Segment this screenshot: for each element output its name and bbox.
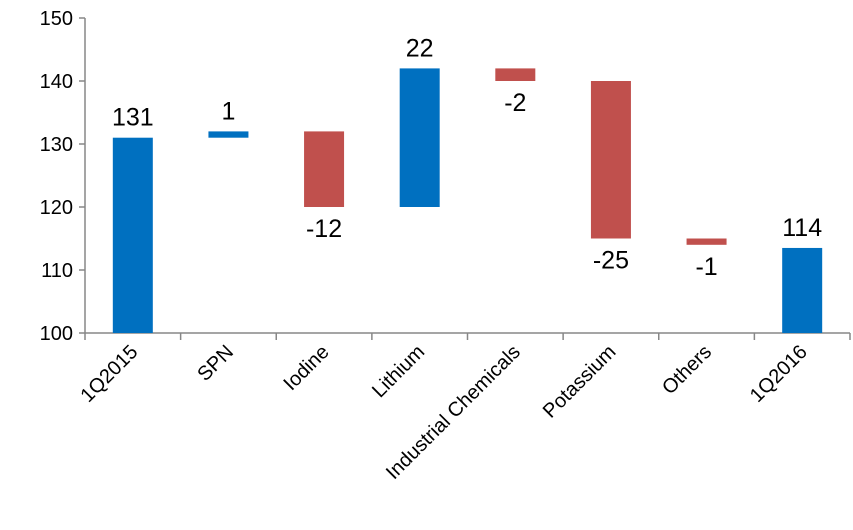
- bar-increase: [208, 131, 249, 138]
- x-tick-label: 1Q2016: [746, 341, 812, 407]
- data-label: -1: [695, 253, 717, 281]
- bar-decrease: [495, 68, 536, 81]
- data-label: -12: [306, 215, 342, 243]
- x-tick-label: Lithium: [368, 341, 429, 402]
- bar-total: [782, 247, 823, 333]
- data-label: -25: [593, 247, 629, 275]
- y-tick-label: 130: [40, 134, 73, 156]
- y-tick-label: 110: [41, 260, 73, 282]
- x-tick-label: Potassium: [539, 341, 621, 423]
- y-axis: 100 110 120 130 140 150: [40, 8, 86, 345]
- x-tick-label: Others: [658, 341, 716, 399]
- data-label: 131: [112, 104, 154, 132]
- x-tick-label: Iodine: [280, 341, 334, 395]
- y-tick-label: 140: [40, 71, 73, 93]
- bar-decrease: [304, 131, 345, 207]
- data-labels-group: 131 1 -12 22 -2 -25 -1 114: [112, 34, 822, 280]
- bar-decrease: [686, 238, 727, 245]
- bar-total: [112, 137, 153, 333]
- bar-increase: [399, 68, 440, 208]
- x-tick-label: SPN: [193, 341, 238, 386]
- data-label: 114: [782, 214, 822, 242]
- data-label: -2: [504, 89, 526, 117]
- data-label: 22: [406, 34, 434, 62]
- x-tick-label: 1Q2015: [76, 341, 142, 407]
- y-tick-label: 150: [40, 8, 73, 30]
- data-label: 1: [221, 97, 235, 125]
- y-tick-label: 120: [40, 197, 73, 219]
- y-tick-label: 100: [40, 323, 73, 345]
- bars-group: [112, 68, 823, 333]
- bar-decrease: [590, 81, 631, 239]
